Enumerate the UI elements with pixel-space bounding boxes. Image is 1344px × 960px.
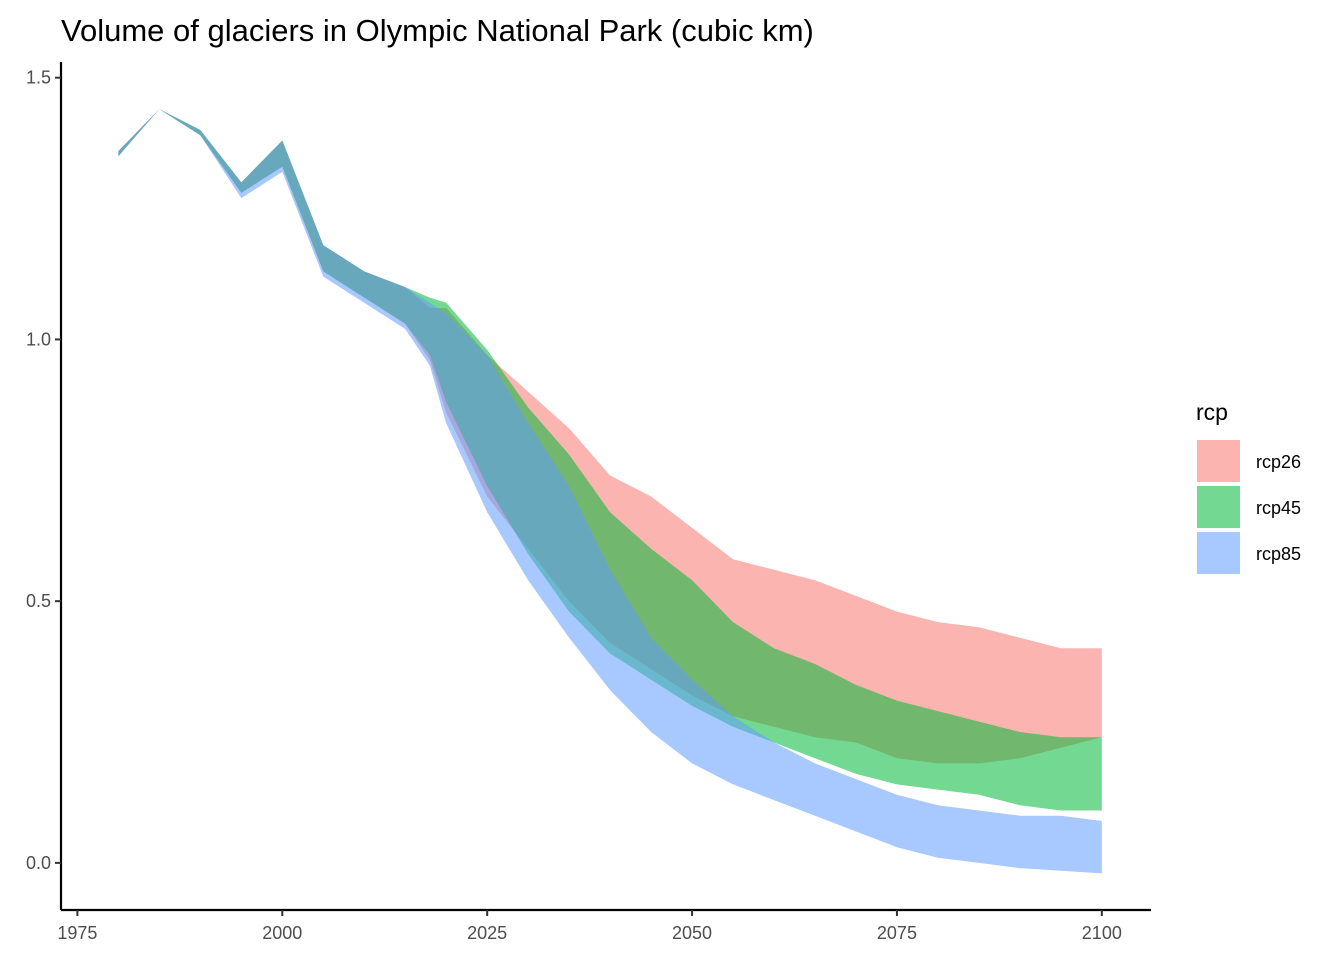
legend-swatch-rcp85 [1197, 532, 1240, 574]
chart-title: Volume of glaciers in Olympic National P… [61, 13, 814, 48]
y-tick-label: 1.5 [26, 68, 51, 88]
legend-label-rcp85: rcp85 [1256, 544, 1301, 564]
x-tick-label: 2100 [1082, 923, 1122, 943]
legend-label-rcp26: rcp26 [1256, 452, 1301, 472]
plot-area [118, 109, 1102, 874]
y-tick-label: 0.0 [26, 853, 51, 873]
x-tick-label: 2025 [467, 923, 507, 943]
ribbon-rcp85 [118, 109, 1102, 874]
legend-title: rcp [1196, 399, 1228, 425]
x-tick-label: 2075 [877, 923, 917, 943]
x-tick-label: 1975 [57, 923, 97, 943]
legend-swatch-rcp45 [1197, 486, 1240, 528]
legend-label-rcp45: rcp45 [1256, 498, 1301, 518]
y-tick-label: 1.0 [26, 329, 51, 349]
axes: 1975 2000 2025 2050 2075 2100 0.0 0.5 1.0 1.5 [26, 62, 1151, 943]
legend: rcp rcp26 rcp45 rcp85 [1196, 399, 1301, 574]
y-tick-label: 0.5 [26, 591, 51, 611]
legend-swatch-rcp26 [1197, 440, 1240, 482]
x-tick-label: 2000 [262, 923, 302, 943]
x-tick-label: 2050 [672, 923, 712, 943]
